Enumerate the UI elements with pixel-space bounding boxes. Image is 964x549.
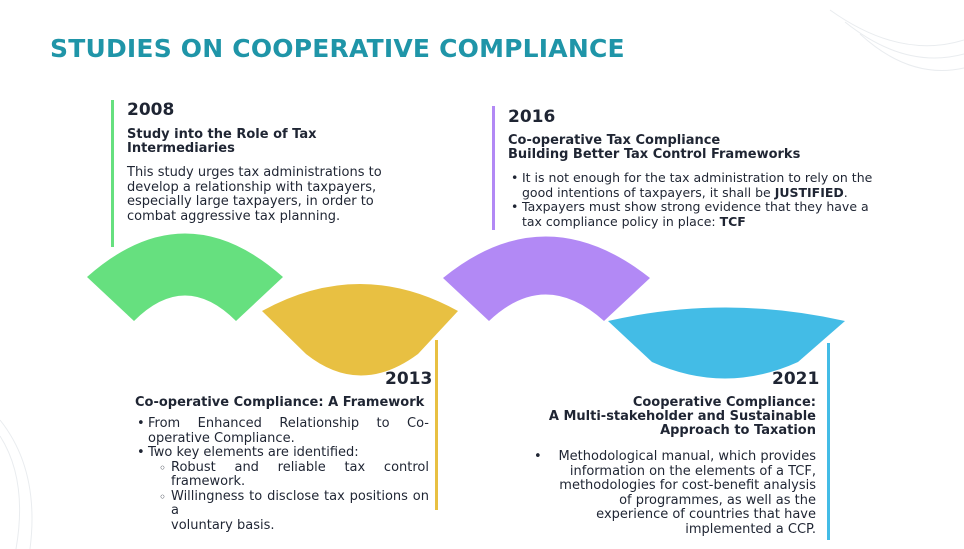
heading-line: Co-operative Tax Compliance <box>508 133 721 148</box>
heading-line: Cooperative Compliance: <box>632 395 816 410</box>
bullet-line: Two key elements are identified: <box>148 445 359 460</box>
justified-emphasis: JUSTIFIED <box>774 184 844 200</box>
bullet-line: Robust and reliable tax control <box>171 459 429 475</box>
body-line: of programmes, as well as the <box>619 492 816 508</box>
connector-line-2016 <box>492 106 495 230</box>
heading-2021: Cooperative Compliance: A Multi-stakehol… <box>530 396 816 438</box>
bullet-line: Taxpayers must show strong evidence that… <box>522 199 869 214</box>
bullet-text: tax compliance policy in place: <box>522 213 720 229</box>
list-item: It is not enough for the tax administrat… <box>509 170 873 201</box>
heading-line: Study into the Role of Tax <box>127 127 317 142</box>
body-line: combat aggressive tax planning. <box>127 208 341 224</box>
year-2021: 2021 <box>772 369 820 389</box>
heading-line: Building Better Tax Control Frameworks <box>508 147 801 162</box>
timeline-arc-2021 <box>608 307 845 379</box>
bullet-line: good intentions of taxpayers, it shall b… <box>522 184 872 201</box>
timeline-arc-2016 <box>443 236 650 321</box>
list-item: From Enhanced Relationship to Co- operat… <box>135 416 429 446</box>
body-line: experience of countries that have <box>596 507 816 522</box>
slide-title: STUDIES ON COOPERATIVE COMPLIANCE <box>50 34 625 63</box>
list-item: Taxpayers must show strong evidence that… <box>509 199 872 230</box>
bullet-line: tax compliance policy in place: TCF <box>522 213 872 230</box>
tcf-emphasis: TCF <box>719 213 746 229</box>
connector-line-2021 <box>827 343 830 540</box>
decorative-background-lines <box>0 9 964 549</box>
body-line: implemented a CCP. <box>685 521 816 537</box>
heading-line: A Multi-stakeholder and Sustainable <box>548 409 816 424</box>
bullet-text: Methodological manual, which provides <box>558 449 816 464</box>
sub-list-item: Robust and reliable tax control framewor… <box>158 459 429 490</box>
bullet-line: operative Compliance. <box>148 430 295 446</box>
heading-2008: Study into the Role of Tax Intermediarie… <box>127 128 317 156</box>
sub-list: Robust and reliable tax control framewor… <box>148 459 429 534</box>
body-line: especially large taxpayers, in order to <box>127 194 374 209</box>
timeline-arc-2008 <box>87 233 283 321</box>
timeline-arc-2013 <box>262 284 458 376</box>
heading-line: Intermediaries <box>127 141 235 156</box>
list-item: Two key elements are identified: Robust … <box>135 445 429 534</box>
bullet-text: good intentions of taxpayers, it shall b… <box>522 184 775 200</box>
heading-line: Co-operative Compliance: A Framework <box>135 395 425 410</box>
body-line: develop a relationship with taxpayers, <box>127 179 377 195</box>
body-line: This study urges tax administrations to <box>127 165 382 180</box>
year-2008: 2008 <box>127 100 175 120</box>
body-line: information on the elements of a TCF, <box>569 463 816 479</box>
year-2013: 2013 <box>385 369 433 389</box>
connector-line-2013 <box>435 340 438 510</box>
bullets-2013: From Enhanced Relationship to Co- operat… <box>135 416 429 534</box>
bullet-line: voluntary basis. <box>171 517 275 533</box>
bullet-line: Willingness to disclose tax positions on… <box>171 488 429 518</box>
bullet-line: It is not enough for the tax administrat… <box>522 170 873 185</box>
bullet-text: . <box>843 184 848 200</box>
heading-2016: Co-operative Tax Compliance Building Bet… <box>508 134 800 162</box>
description-2008: This study urges tax administrations to … <box>127 165 382 224</box>
heading-2013: Co-operative Compliance: A Framework <box>135 396 424 410</box>
bullet-line: framework. <box>171 474 246 489</box>
description-2021: • Methodological manual, which provides i… <box>530 449 816 537</box>
year-2016: 2016 <box>508 107 556 127</box>
sub-list-item: Willingness to disclose tax positions on… <box>158 488 429 534</box>
bullet-line: From Enhanced Relationship to Co- <box>148 416 429 431</box>
body-line: • Methodological manual, which provides <box>530 449 816 465</box>
connector-line-2008 <box>111 100 114 247</box>
heading-line: Approach to Taxation <box>660 423 816 438</box>
bullet-dot: • <box>534 449 542 464</box>
bullets-2016: It is not enough for the tax administrat… <box>509 170 873 230</box>
body-line: methodologies for cost-benefit analysis <box>559 478 816 493</box>
